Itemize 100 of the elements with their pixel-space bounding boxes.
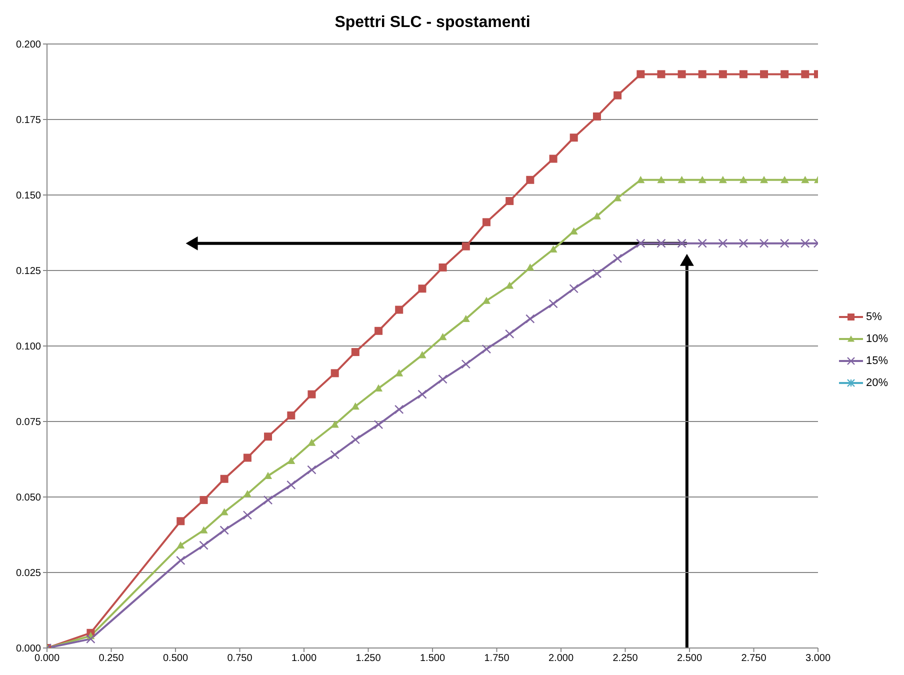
y-tick-label: 0.125 xyxy=(16,266,42,278)
point xyxy=(548,299,558,308)
y-tick-label: 0.200 xyxy=(16,40,42,51)
y-tick-label: 0.075 xyxy=(16,417,42,428)
legend-label: 5% xyxy=(866,311,882,323)
y-tick-label: 0.100 xyxy=(16,342,42,353)
legend-label: 15% xyxy=(866,355,888,367)
point xyxy=(505,329,514,339)
point xyxy=(374,326,383,335)
point xyxy=(242,510,252,520)
point xyxy=(199,540,208,550)
point xyxy=(374,384,383,392)
point xyxy=(395,369,404,376)
x-tick-label: 1.500 xyxy=(420,653,446,664)
point xyxy=(801,176,810,184)
legend-label: 20% xyxy=(866,377,888,389)
point xyxy=(374,420,384,430)
point xyxy=(738,238,748,248)
point xyxy=(506,197,514,206)
x-tick-label: 0.250 xyxy=(98,653,124,664)
point xyxy=(200,526,208,534)
point xyxy=(330,450,340,460)
point xyxy=(657,176,666,184)
point xyxy=(678,70,686,78)
point xyxy=(395,306,404,314)
x-tick-label: 0.500 xyxy=(162,653,188,664)
point xyxy=(636,70,645,78)
point xyxy=(482,296,490,304)
point xyxy=(569,284,578,294)
point xyxy=(307,465,316,474)
point xyxy=(592,268,602,278)
point xyxy=(263,495,273,505)
x-tick-label: 2.750 xyxy=(741,653,767,664)
point xyxy=(614,91,622,100)
point xyxy=(286,480,296,490)
y-tick-label: 0.025 xyxy=(16,568,42,580)
point xyxy=(780,176,789,184)
point xyxy=(718,70,727,78)
point xyxy=(698,238,707,248)
point xyxy=(438,263,447,272)
point xyxy=(176,517,185,526)
point xyxy=(570,227,578,234)
point xyxy=(287,456,296,464)
point xyxy=(677,238,686,248)
point xyxy=(176,541,185,549)
point xyxy=(780,238,790,248)
point xyxy=(220,508,228,516)
y-tick-label: 0.175 xyxy=(16,115,42,126)
point xyxy=(330,369,339,378)
point xyxy=(350,435,360,444)
x-tick-label: 0.750 xyxy=(227,653,253,664)
point xyxy=(739,70,748,78)
point xyxy=(200,496,208,504)
point xyxy=(438,374,448,384)
point xyxy=(462,242,470,250)
legend-label: 10% xyxy=(866,333,888,345)
point xyxy=(264,432,272,441)
x-tick-label: 2.000 xyxy=(548,653,574,664)
point xyxy=(418,284,426,293)
point xyxy=(718,176,727,184)
point xyxy=(780,70,789,78)
point xyxy=(801,70,810,78)
x-tick-label: 2.500 xyxy=(676,653,702,664)
point xyxy=(636,176,645,184)
chart-title: Spettri SLC - spostamenti xyxy=(334,14,532,32)
x-tick-label: 2.250 xyxy=(612,653,638,664)
point xyxy=(760,70,768,78)
point xyxy=(612,254,622,264)
point xyxy=(220,526,229,535)
x-tick-label: 1.250 xyxy=(356,653,382,664)
y-tick-label: 0.050 xyxy=(16,492,42,504)
point xyxy=(678,176,686,184)
y-tick-label: 0.000 xyxy=(16,644,42,655)
point xyxy=(506,282,514,289)
point xyxy=(592,112,601,120)
point xyxy=(438,332,447,340)
point xyxy=(718,238,728,248)
point xyxy=(656,238,666,248)
point xyxy=(636,238,646,248)
x-tick-label: 0.000 xyxy=(34,653,60,664)
point xyxy=(570,134,578,142)
point xyxy=(698,70,706,78)
point xyxy=(592,212,601,220)
point xyxy=(418,390,427,399)
point xyxy=(220,474,228,483)
point xyxy=(549,245,558,253)
x-tick-label: 1.000 xyxy=(291,653,317,664)
point xyxy=(418,351,426,358)
point xyxy=(394,404,404,414)
point xyxy=(243,454,252,462)
point xyxy=(759,238,769,248)
point xyxy=(526,314,535,324)
point xyxy=(351,348,360,356)
point xyxy=(287,411,296,420)
y-tick-label: 0.150 xyxy=(16,190,42,202)
point xyxy=(461,360,471,369)
point xyxy=(526,176,534,184)
x-tick-label: 1.750 xyxy=(484,653,510,664)
point xyxy=(698,176,706,184)
point xyxy=(86,634,96,644)
